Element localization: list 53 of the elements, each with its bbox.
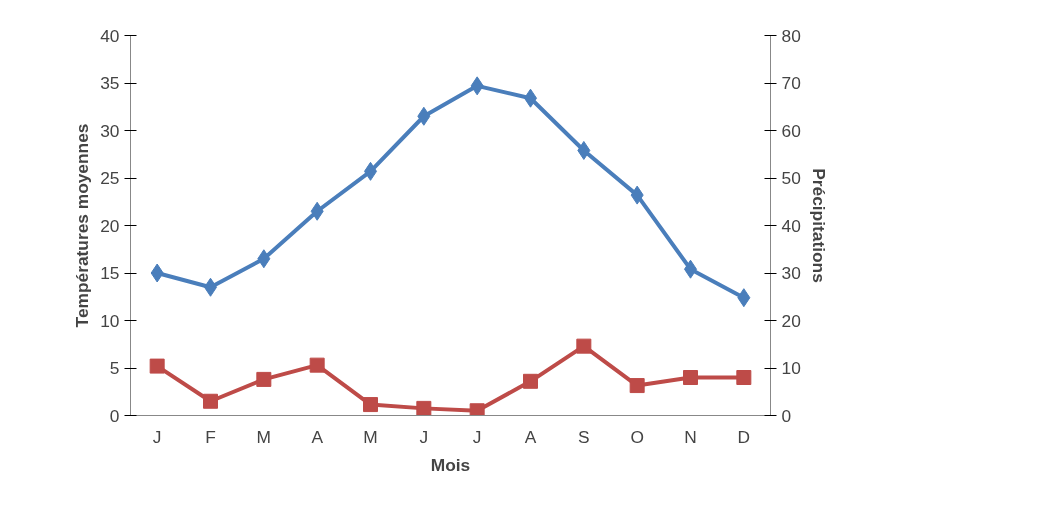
y-axis-title: Températures moyennes <box>72 123 93 328</box>
y-tick-label: 20 <box>100 215 120 236</box>
x-tick-label: D <box>737 426 751 447</box>
point <box>203 393 218 409</box>
point <box>576 338 592 354</box>
point <box>736 370 752 385</box>
x-tick-label: M <box>256 426 272 447</box>
x-tick-label: N <box>684 426 697 447</box>
y2-tick-label: 70 <box>781 73 801 93</box>
x-tick-label: S <box>578 426 590 447</box>
point <box>149 358 165 374</box>
point <box>257 249 271 269</box>
y-tick-label: 0 <box>109 405 120 426</box>
x-tick-label: O <box>630 426 644 447</box>
point <box>310 201 324 221</box>
point <box>416 400 432 416</box>
point <box>363 397 378 413</box>
y2-tick-label: 60 <box>781 120 801 141</box>
y2-tick-label: 50 <box>781 168 801 188</box>
x-tick-label: J <box>419 426 429 447</box>
x-tick-label: A <box>311 426 324 447</box>
y2-tick-label: 0 <box>781 405 792 426</box>
point <box>256 371 272 387</box>
point <box>630 185 644 205</box>
y2-axis-title: Précipitations <box>808 168 829 283</box>
point <box>470 76 484 96</box>
x-tick-label: F <box>205 426 216 447</box>
point <box>417 106 431 126</box>
y2-tick-label: 10 <box>781 358 801 378</box>
y2-tick-label: 20 <box>781 310 801 331</box>
point <box>577 140 591 160</box>
x-axis-title: Mois <box>430 454 471 475</box>
x-tick-label: J <box>152 426 162 447</box>
y-tick-label: 30 <box>100 120 120 141</box>
point <box>629 378 645 394</box>
point <box>523 373 538 389</box>
y-tick-label: 25 <box>100 168 120 188</box>
x-tick-label: J <box>472 426 482 447</box>
y-tick-label: 10 <box>100 310 120 331</box>
point <box>683 370 698 385</box>
y-tick-label: 40 <box>100 25 120 46</box>
y2-tick-label: 40 <box>781 215 801 236</box>
point <box>309 357 325 373</box>
y-tick-label: 15 <box>100 263 120 283</box>
point <box>150 263 164 283</box>
x-tick-label: A <box>524 426 537 447</box>
y-tick-label: 35 <box>100 73 120 93</box>
x-tick-label: M <box>363 426 378 447</box>
point <box>469 403 485 416</box>
point <box>737 288 751 308</box>
y-tick-label: 5 <box>109 358 120 378</box>
y2-tick-label: 80 <box>781 25 801 46</box>
y2-tick-label: 30 <box>781 263 801 283</box>
